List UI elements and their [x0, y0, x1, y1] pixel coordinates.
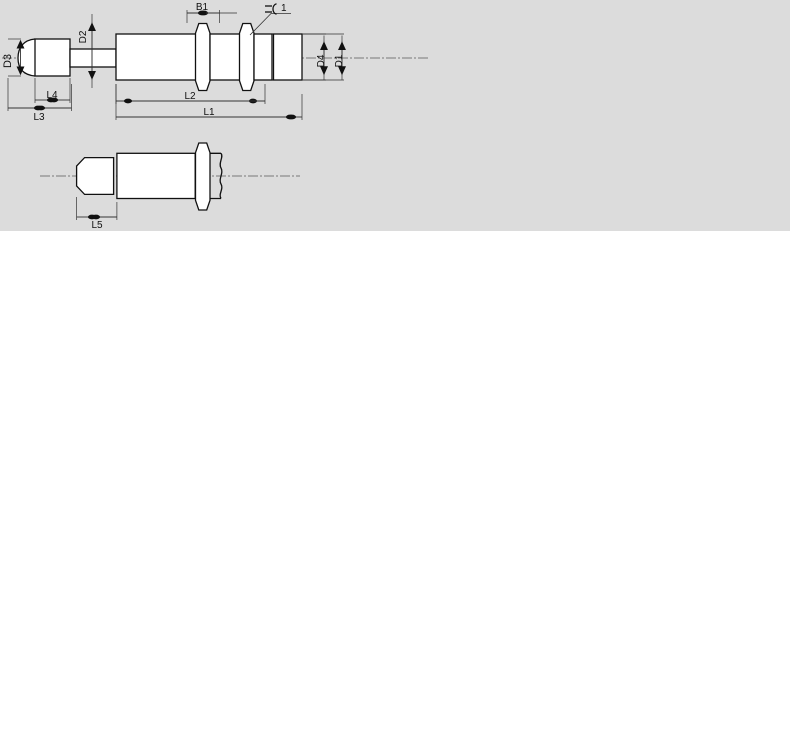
svg-text:D2: D2 [78, 30, 89, 43]
svg-text:1: 1 [281, 3, 287, 14]
svg-text:D3: D3 [2, 54, 14, 68]
svg-text:L1: L1 [203, 107, 215, 118]
svg-text:L4: L4 [46, 90, 58, 101]
svg-text:D4: D4 [316, 54, 327, 67]
svg-text:B1: B1 [196, 2, 209, 13]
svg-text:L3: L3 [33, 112, 45, 123]
svg-text:L2: L2 [184, 91, 196, 102]
svg-text:D1: D1 [334, 54, 345, 67]
svg-text:L5: L5 [91, 220, 103, 231]
